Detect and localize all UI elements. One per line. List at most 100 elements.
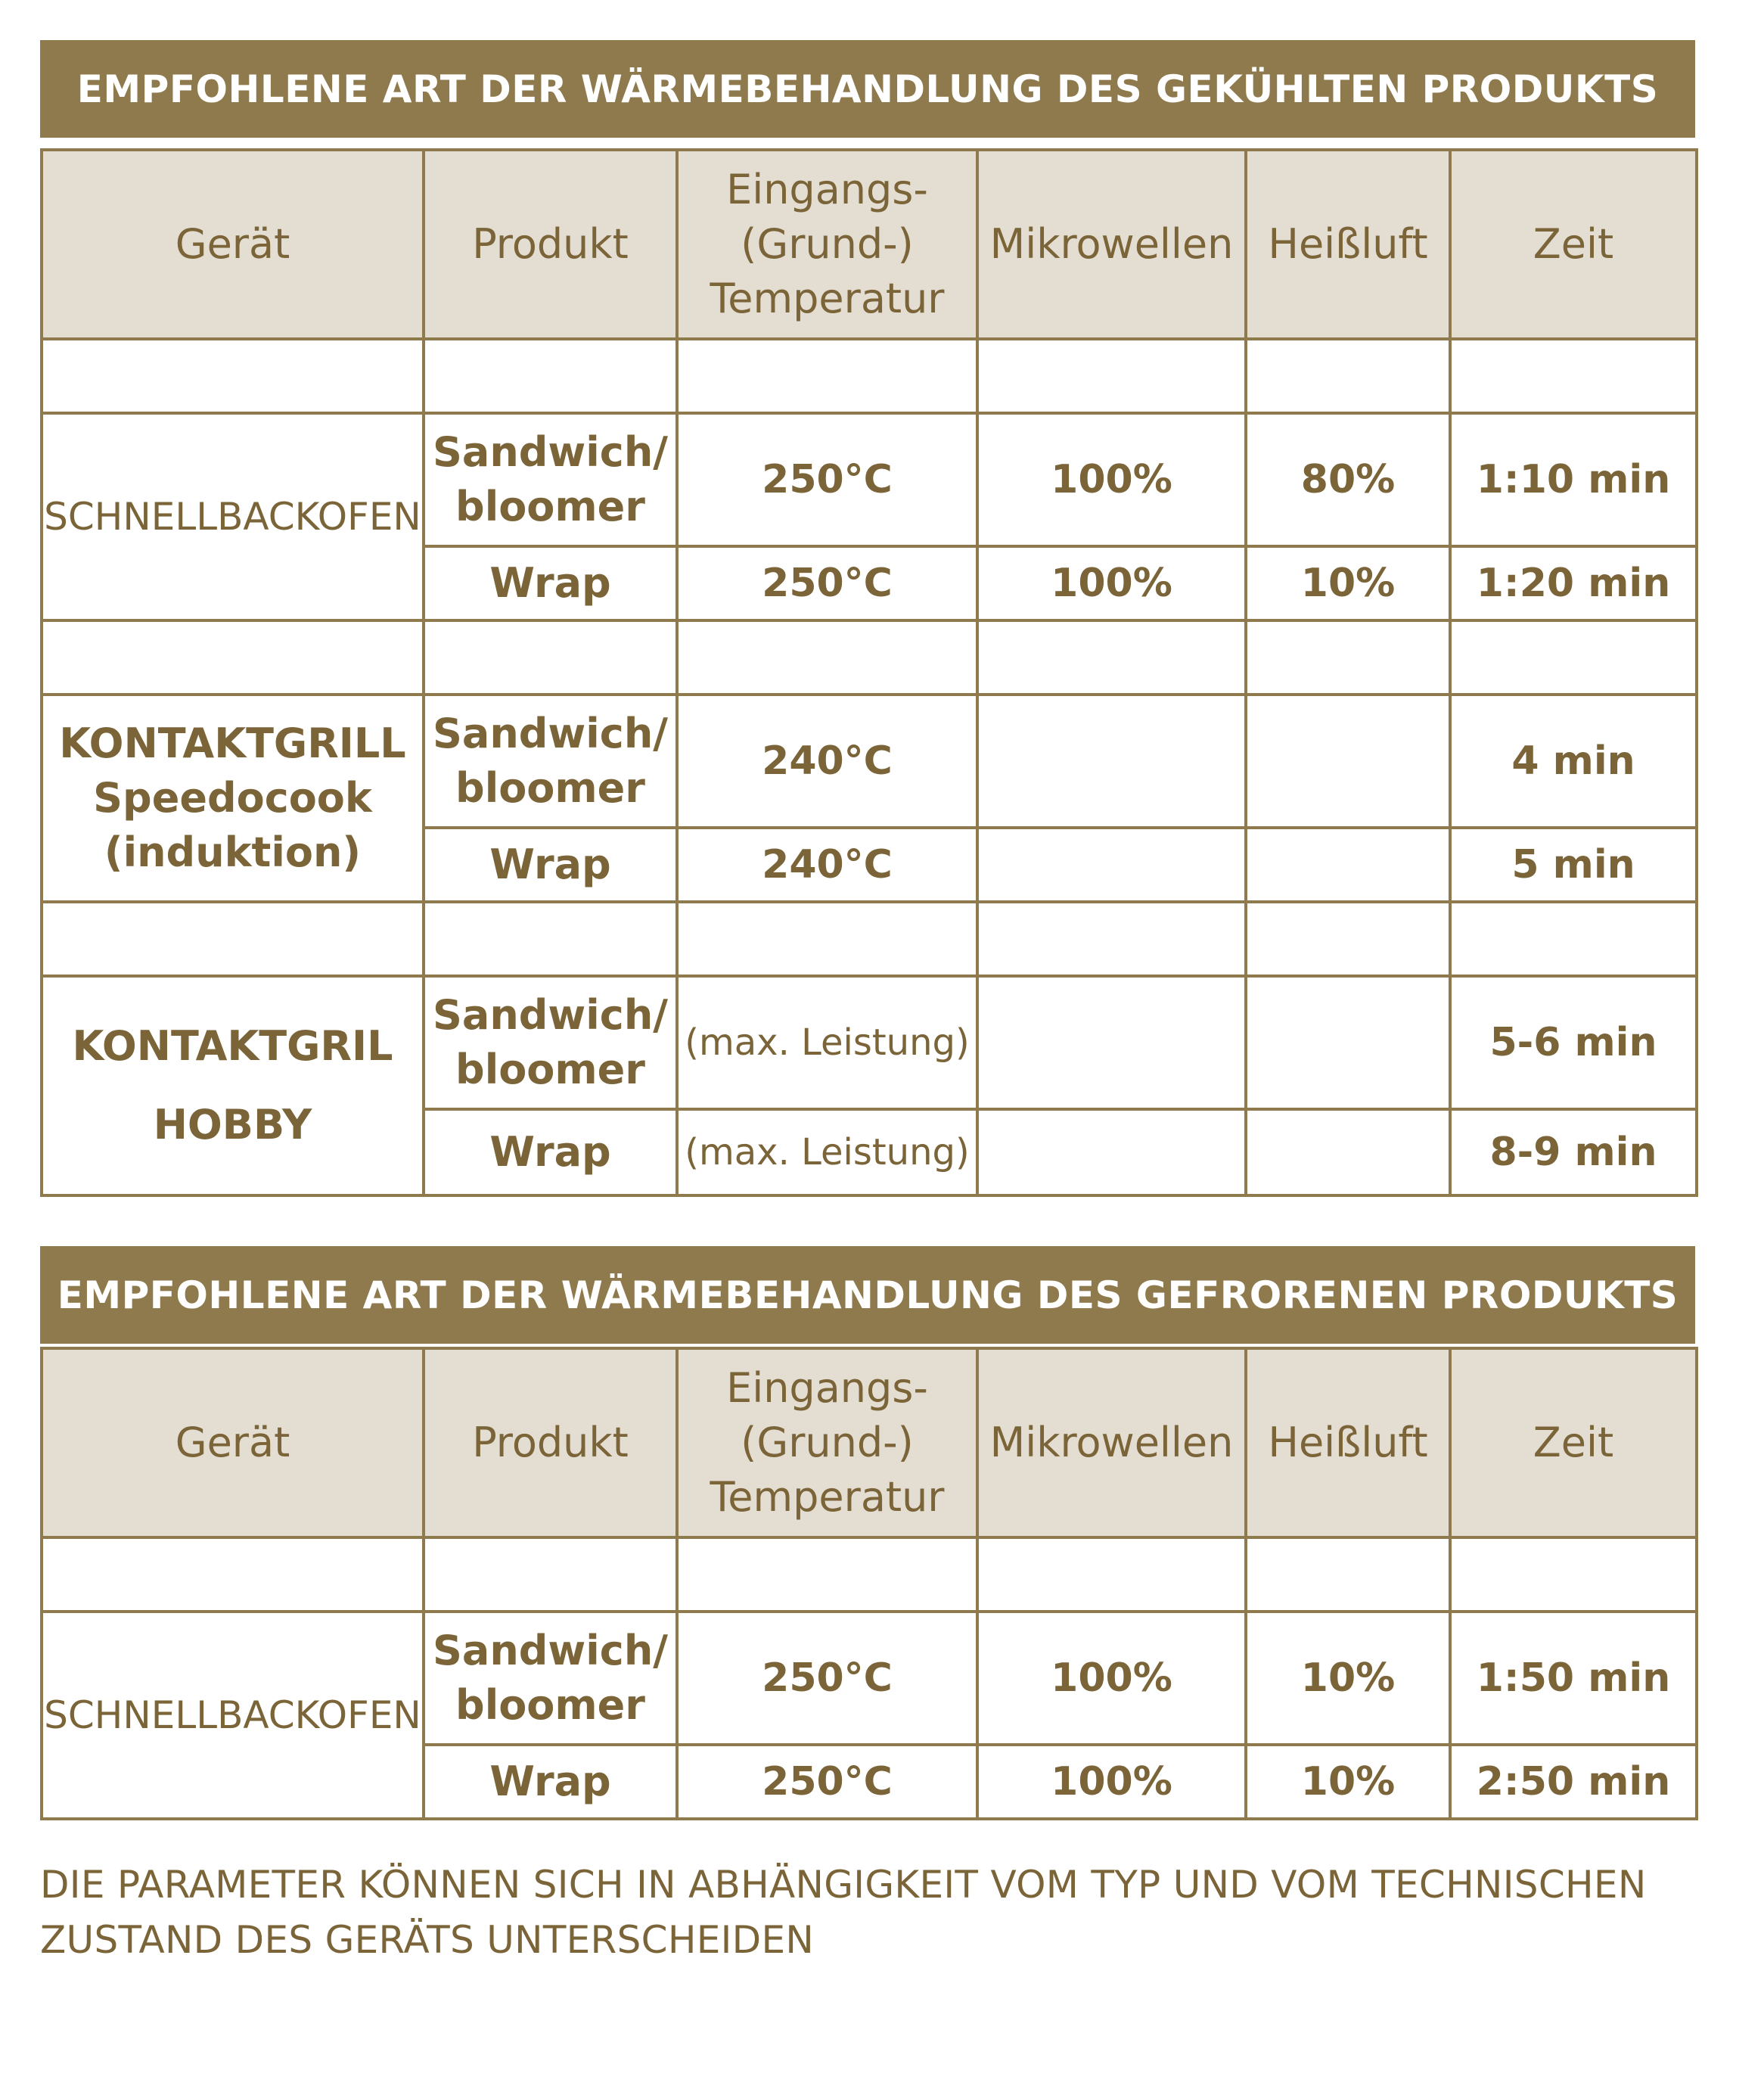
temperature-cell: 250°C — [675, 1743, 979, 1820]
device-cell: KONTAKTGRILL Speedocook (induktion) — [40, 693, 425, 903]
microwave-cell: 100% — [976, 1743, 1247, 1820]
product-name: bloomer — [455, 764, 645, 812]
product-name: Wrap — [489, 559, 611, 607]
header-time: Zeit — [1449, 148, 1698, 340]
device-name: Speedocook — [93, 774, 372, 822]
hot-air-cell: 10% — [1244, 1743, 1452, 1820]
product-name: bloomer — [455, 1681, 645, 1729]
header-hot-air: Heißluft — [1244, 148, 1452, 340]
device-name: KONTAKTGRILL — [59, 720, 406, 767]
temperature-cell: (max. Leistung) — [675, 975, 979, 1111]
product-cell: Wrap — [422, 826, 679, 903]
device-cell: SCHNELLBACKOFEN — [40, 1610, 425, 1820]
temperature-cell: 240°C — [675, 826, 979, 903]
time-cell: 1:50 min — [1449, 1610, 1698, 1746]
device-name: HOBBY — [153, 1101, 312, 1149]
product-cell: Sandwich/ bloomer — [422, 412, 679, 548]
hot-air-cell — [1244, 826, 1452, 903]
temperature-cell: 250°C — [675, 545, 979, 622]
header-product: Produkt — [422, 1347, 679, 1539]
frozen-treatment-table: Gerät Produkt Eingangs- (Grund-) Tempera… — [40, 1347, 1698, 1820]
header-temperature-line: (Grund-) — [741, 1419, 914, 1466]
header-temperature: Eingangs- (Grund-) Temperatur — [675, 1347, 979, 1539]
temperature-cell: (max. Leistung) — [675, 1108, 979, 1197]
device-cell: SCHNELLBACKOFEN — [40, 412, 425, 622]
product-cell: Wrap — [422, 1108, 679, 1197]
hot-air-cell: 10% — [1244, 1610, 1452, 1746]
header-device: Gerät — [40, 1347, 425, 1539]
table-row: Wrap 240°C 5 min — [42, 826, 1698, 903]
product-name: Sandwich/ — [432, 710, 668, 757]
product-name: Wrap — [489, 841, 611, 888]
header-temperature-line: (Grund-) — [741, 220, 914, 268]
microwave-cell — [976, 975, 1247, 1111]
time-cell: 1:20 min — [1449, 545, 1698, 622]
product-cell: Wrap — [422, 1743, 679, 1820]
table-header-row: Gerät Produkt Eingangs- (Grund-) Tempera… — [40, 1347, 1698, 1539]
spacer-row — [40, 1536, 1698, 1613]
spacer-row — [40, 900, 1698, 978]
product-cell: Sandwich/ bloomer — [422, 975, 679, 1111]
product-name: Wrap — [489, 1758, 611, 1805]
temperature-cell: 250°C — [675, 1610, 979, 1746]
hot-air-cell — [1244, 975, 1452, 1111]
table-row: KONTAKTGRILL Speedocook (induktion) Sand… — [40, 693, 1698, 903]
header-temperature-line: Eingangs- — [726, 166, 928, 213]
chilled-treatment-table: Gerät Produkt Eingangs- (Grund-) Tempera… — [40, 148, 1698, 1197]
table-row: SCHNELLBACKOFEN Sandwich/ bloomer 250°C … — [40, 1610, 1698, 1820]
header-microwave: Mikrowellen — [976, 148, 1247, 340]
table-row: SCHNELLBACKOFEN Sandwich/ bloomer 250°C … — [40, 412, 1698, 622]
device-name: SCHNELLBACKOFEN — [44, 495, 421, 539]
header-hot-air: Heißluft — [1244, 1347, 1452, 1539]
frozen-section-title: EMPFOHLENE ART DER WÄRMEBEHANDLUNG DES G… — [40, 1246, 1695, 1344]
spacer-row — [40, 337, 1698, 415]
header-product: Produkt — [422, 148, 679, 340]
hot-air-cell: 80% — [1244, 412, 1452, 548]
table-header-row: Gerät Produkt Eingangs- (Grund-) Tempera… — [40, 148, 1698, 340]
header-temperature: Eingangs- (Grund-) Temperatur — [675, 148, 979, 340]
microwave-cell — [976, 1108, 1247, 1197]
temperature-cell: 240°C — [675, 693, 979, 829]
header-device: Gerät — [40, 148, 425, 340]
device-name: (induktion) — [104, 828, 362, 876]
time-cell: 5 min — [1449, 826, 1698, 903]
hot-air-cell — [1244, 693, 1452, 829]
hot-air-cell — [1244, 1108, 1452, 1197]
product-name: Sandwich/ — [432, 991, 668, 1039]
product-cell: Sandwich/ bloomer — [422, 1610, 679, 1746]
header-time: Zeit — [1449, 1347, 1698, 1539]
disclaimer-note: DIE PARAMETER KÖNNEN SICH IN ABHÄNGIGKEI… — [40, 1857, 1695, 1968]
time-cell: 4 min — [1449, 693, 1698, 829]
header-temperature-line: Temperatur — [710, 275, 945, 322]
header-microwave: Mikrowellen — [976, 1347, 1247, 1539]
time-cell: 5-6 min — [1449, 975, 1698, 1111]
microwave-cell: 100% — [976, 1610, 1247, 1746]
product-name: Sandwich/ — [432, 1627, 668, 1674]
device-name: SCHNELLBACKOFEN — [44, 1693, 421, 1737]
product-cell: Sandwich/ bloomer — [422, 693, 679, 829]
header-temperature-line: Eingangs- — [726, 1364, 928, 1412]
product-name: Wrap — [489, 1128, 611, 1176]
microwave-cell — [976, 826, 1247, 903]
product-name: bloomer — [455, 483, 645, 530]
table-row: Wrap 250°C 100% 10% 2:50 min — [42, 1743, 1698, 1820]
spacer-row — [40, 619, 1698, 696]
header-temperature-line: Temperatur — [710, 1473, 945, 1521]
microwave-cell: 100% — [976, 412, 1247, 548]
disclaimer-line: ZUSTAND DES GERÄTS UNTERSCHEIDEN — [40, 1918, 815, 1962]
microwave-cell: 100% — [976, 545, 1247, 622]
microwave-cell — [976, 693, 1247, 829]
product-name: Sandwich/ — [432, 428, 668, 476]
chilled-section-title: EMPFOHLENE ART DER WÄRMEBEHANDLUNG DES G… — [40, 40, 1695, 138]
table-row: Wrap 250°C 100% 10% 1:20 min — [42, 545, 1698, 622]
product-cell: Wrap — [422, 545, 679, 622]
hot-air-cell: 10% — [1244, 545, 1452, 622]
table-row: KONTAKTGRIL HOBBY Sandwich/ bloomer (max… — [40, 975, 1698, 1197]
time-cell: 2:50 min — [1449, 1743, 1698, 1820]
device-name: KONTAKTGRIL — [72, 1022, 393, 1070]
product-name: bloomer — [455, 1046, 645, 1093]
device-cell: KONTAKTGRIL HOBBY — [40, 975, 425, 1197]
temperature-cell: 250°C — [675, 412, 979, 548]
time-cell: 1:10 min — [1449, 412, 1698, 548]
table-row: Wrap (max. Leistung) 8-9 min — [42, 1108, 1698, 1197]
